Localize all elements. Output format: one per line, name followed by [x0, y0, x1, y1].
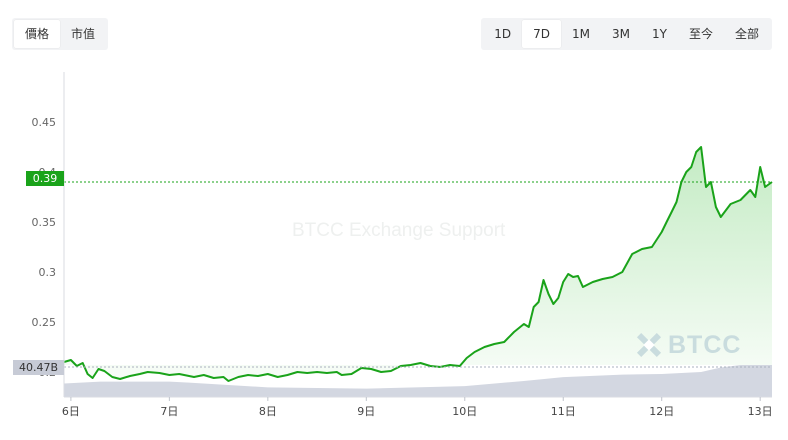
logo-text: BTCC	[668, 330, 742, 359]
x-tick-label-0: 6日	[62, 405, 80, 418]
x-tick-label-1: 7日	[160, 405, 178, 418]
y-tick-label-3: 0.3	[39, 266, 57, 279]
x-tick-label-2: 8日	[259, 405, 277, 418]
volume-tag: 40.47B	[13, 360, 64, 375]
range-7d-button[interactable]: 7D	[522, 20, 561, 48]
btcc-logo-icon	[636, 332, 662, 358]
y-tick-label-4: 0.25	[32, 316, 57, 329]
btcc-logo: BTCC	[634, 330, 741, 360]
price-toggle-button[interactable]: 價格	[14, 20, 61, 48]
range-1d-button[interactable]: 1D	[494, 27, 512, 41]
x-tick-label-3: 9日	[357, 405, 375, 418]
watermark-text: BTCC Exchange Support	[292, 220, 506, 241]
price-area-fill	[64, 147, 772, 381]
x-tick-label-6: 12日	[649, 405, 674, 418]
current-price-tag: 0.39	[26, 171, 64, 186]
range-1y-button[interactable]: 1Y	[652, 27, 667, 41]
range-ytd-button[interactable]: 至今	[688, 27, 713, 41]
range-all-button[interactable]: 全部	[734, 27, 759, 41]
range-selector: 1D 7D 1M 3M 1Y 至今 全部	[481, 18, 772, 50]
x-tick-label-5: 11日	[551, 405, 576, 418]
y-tick-label-0: 0.45	[32, 116, 57, 129]
volume-area	[64, 365, 772, 397]
range-1m-button[interactable]: 1M	[572, 27, 590, 41]
range-3m-button[interactable]: 3M	[612, 27, 630, 41]
y-tick-label-2: 0.35	[32, 216, 57, 229]
chart-type-toggle: 價格 市值	[12, 18, 109, 50]
x-tick-label-4: 10日	[452, 405, 477, 418]
marketcap-toggle-button[interactable]: 市值	[71, 27, 96, 41]
x-tick-label-7: 13日	[748, 405, 773, 418]
